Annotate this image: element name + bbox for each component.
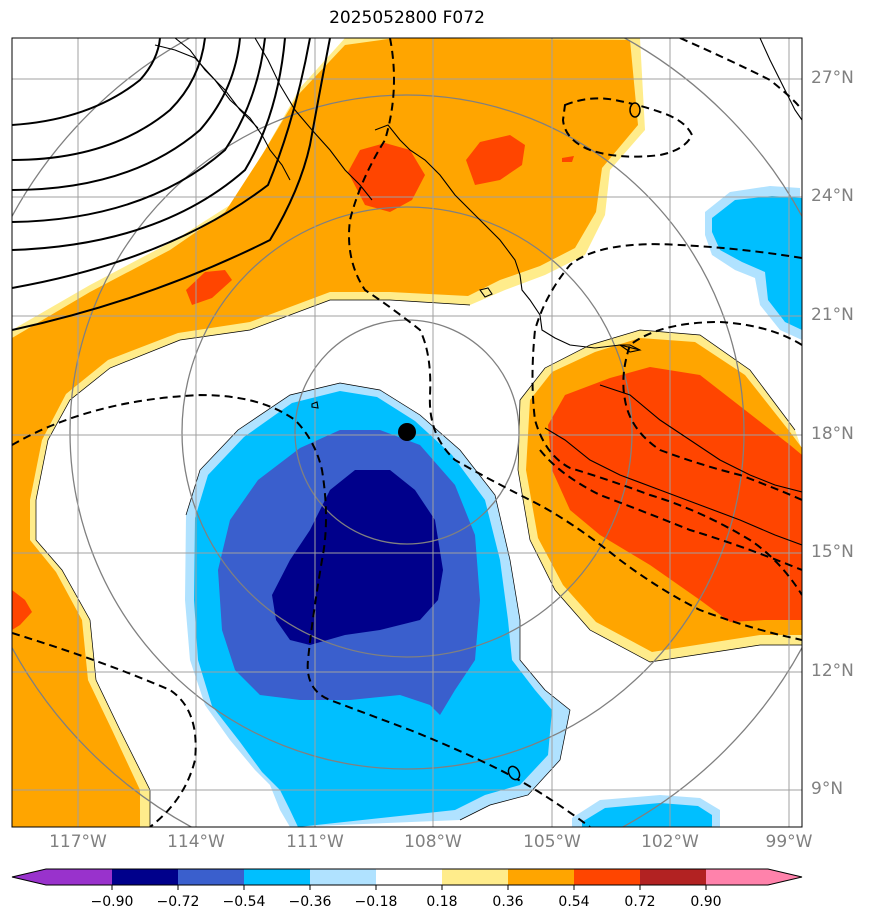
colorbar-extend-left <box>12 869 46 885</box>
lat-label-9n: 9°N <box>811 779 844 799</box>
colorbar-bin-8 <box>508 869 574 885</box>
contour-zero-labels <box>507 102 641 781</box>
thin-contours <box>35 299 802 827</box>
colorbar-label: 0.36 <box>492 894 524 910</box>
colorbar-label: 0.18 <box>426 894 458 910</box>
positive-core-nw-2 <box>466 135 525 185</box>
lat-label-12n: 12°N <box>811 661 854 681</box>
colorbar-label: −0.36 <box>288 894 332 910</box>
map-title: 2025052800 F072 <box>329 8 485 28</box>
lon-label-99w: 99°W <box>765 832 813 852</box>
storm-center-marker <box>398 423 416 441</box>
lon-label-105w: 105°W <box>523 832 581 852</box>
positive-east-red <box>548 367 802 622</box>
colorbar-extend-right <box>768 869 802 885</box>
map-plot-area <box>12 38 802 827</box>
lat-label-27n: 27°N <box>811 68 854 88</box>
colorbar-bin-6 <box>376 869 442 885</box>
lat-label-24n: 24°N <box>811 186 854 206</box>
lat-label-15n: 15°N <box>811 542 854 562</box>
colorbar-bin-11 <box>706 869 768 885</box>
positive-core-w <box>12 590 32 630</box>
colorbar-label: 0.72 <box>624 894 656 910</box>
positive-band-orange <box>12 38 638 827</box>
colorbar-bin-2 <box>112 869 178 885</box>
positive-core-nw-3 <box>186 270 232 305</box>
colorbar-bin-9 <box>574 869 640 885</box>
colorbar-label: −0.54 <box>222 894 266 910</box>
negative-s-blue <box>582 803 712 827</box>
colorbar-bin-7 <box>442 869 508 885</box>
colorbar-bin-3 <box>178 869 244 885</box>
lat-label-18n: 18°N <box>811 424 854 444</box>
range-rings <box>12 38 802 827</box>
colorbar-bin-10 <box>640 869 706 885</box>
lon-label-114w: 114°W <box>167 832 225 852</box>
solid-contours <box>12 38 331 331</box>
colorbar-bin-5 <box>310 869 376 885</box>
colorbar-bin-1 <box>46 869 112 885</box>
lon-label-108w: 108°W <box>404 832 462 852</box>
colorbar-label: 0.54 <box>558 894 590 910</box>
lon-label-117w: 117°W <box>49 832 107 852</box>
lon-label-102w: 102°W <box>641 832 699 852</box>
dashed-contours <box>12 38 802 827</box>
colorbar-ticks <box>111 885 707 890</box>
lat-label-21n: 21°N <box>811 305 854 325</box>
lon-label-111w: 111°W <box>286 832 344 852</box>
map-frame <box>11 37 803 828</box>
colorbar-label: −0.72 <box>156 894 200 910</box>
colorbar <box>11 868 803 890</box>
colorbar-bin-4 <box>244 869 310 885</box>
negative-ne-blue <box>712 196 802 330</box>
colorbar-label: −0.18 <box>354 894 398 910</box>
colorbar-label: −0.90 <box>90 894 134 910</box>
colorbar-label: 0.90 <box>690 894 722 910</box>
positive-core-small <box>562 156 574 162</box>
colorbar-outline <box>11 868 803 886</box>
